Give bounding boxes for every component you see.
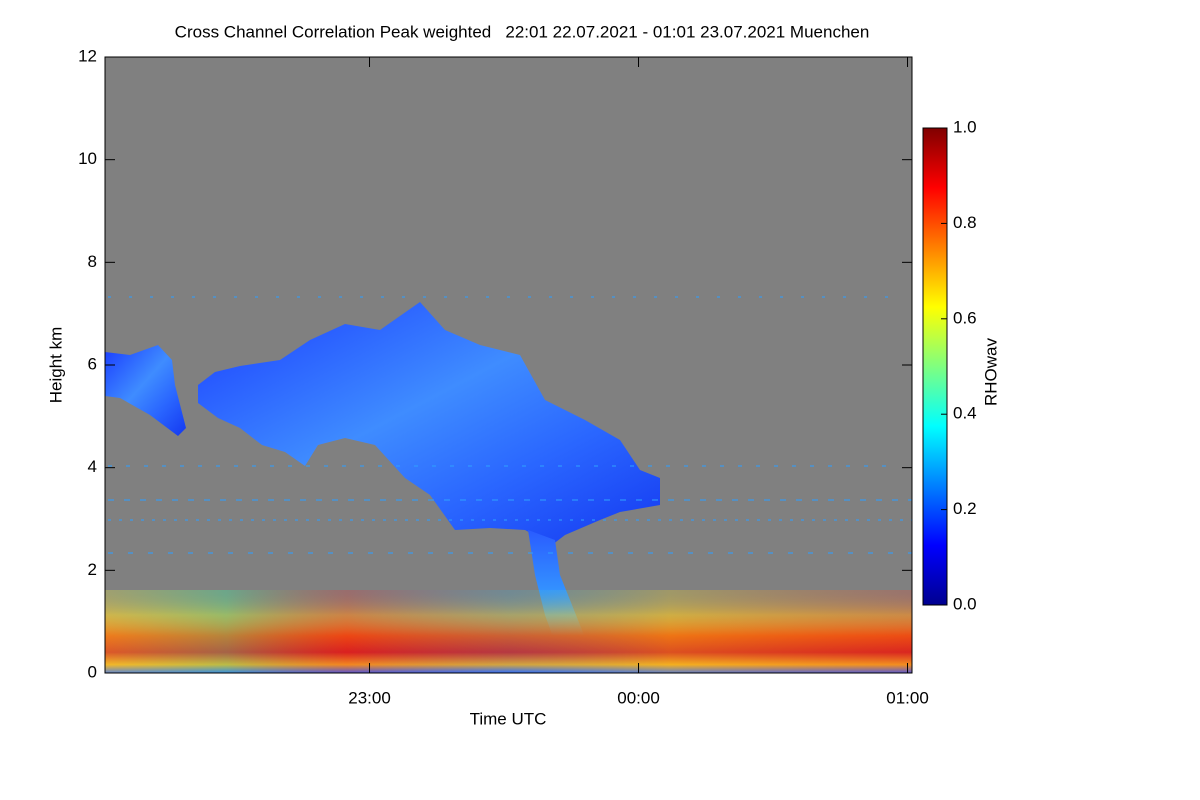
field xyxy=(105,296,912,673)
y-tick-label: 8 xyxy=(88,252,97,271)
cloud-shape xyxy=(198,302,660,545)
y-tick-label: 10 xyxy=(78,149,97,168)
y-tick-label: 12 xyxy=(78,46,97,65)
y-tick-label: 0 xyxy=(88,662,97,681)
cloud-shape xyxy=(105,345,186,436)
colorbar-tick-label: 0.8 xyxy=(953,213,977,232)
x-axis-label: Time UTC xyxy=(470,709,547,728)
colorbar-tick-label: 1.0 xyxy=(953,117,977,136)
x-tick-label: 23:00 xyxy=(348,688,391,707)
colorbar xyxy=(922,127,948,606)
y-tick-label: 6 xyxy=(88,354,97,373)
colorbar-label: RHOwav xyxy=(981,337,1000,406)
y-tick-label: 2 xyxy=(88,560,97,579)
ground-band xyxy=(105,590,912,673)
chart-title: Cross Channel Correlation Peak weighted … xyxy=(175,22,870,41)
y-axis-label: Height km xyxy=(46,327,65,404)
y-tick-label: 4 xyxy=(88,457,97,476)
noise-lines xyxy=(108,296,912,554)
colorbar-tick-label: 0.2 xyxy=(953,499,977,518)
x-tick-label: 00:00 xyxy=(617,688,660,707)
x-tick-label: 01:00 xyxy=(886,688,929,707)
colorbar-tick-label: 0.4 xyxy=(953,404,977,423)
colorbar-tick-label: 0.6 xyxy=(953,308,977,327)
colorbar-tick-label: 0.0 xyxy=(953,594,977,613)
